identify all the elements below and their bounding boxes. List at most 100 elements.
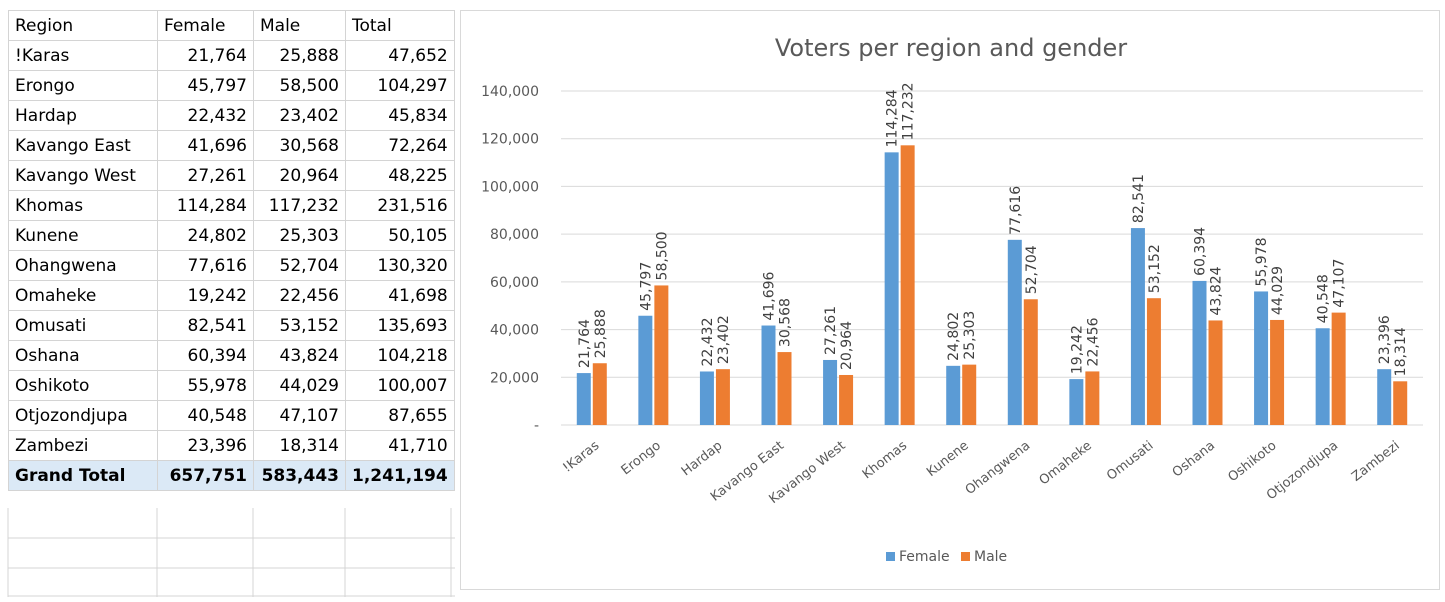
bar-female — [1069, 379, 1084, 425]
cell-female[interactable]: 40,548 — [157, 400, 254, 431]
cell-female[interactable]: 22,432 — [157, 100, 254, 131]
cell-female[interactable]: 21,764 — [157, 40, 254, 71]
table-row: Ohangwena 77,616 52,704 130,320 — [8, 250, 455, 281]
table-row: Oshana 60,394 43,824 104,218 — [8, 340, 455, 371]
cell-male[interactable]: 43,824 — [253, 340, 346, 371]
cell-female[interactable]: 82,541 — [157, 310, 254, 341]
data-label-female: 22,432 — [700, 317, 716, 366]
cell-male[interactable]: 47,107 — [253, 400, 346, 431]
bar-female — [884, 152, 899, 426]
y-tick-label: 40,000 — [490, 323, 539, 339]
cell-total[interactable]: 72,264 — [345, 130, 455, 161]
x-tick-label: Omaheke — [1037, 438, 1095, 488]
cell-female[interactable]: 60,394 — [157, 340, 254, 371]
cell-total[interactable]: 45,834 — [345, 100, 455, 131]
cell-total[interactable]: 48,225 — [345, 160, 455, 191]
cell-male[interactable]: 25,303 — [253, 220, 346, 251]
cell-region[interactable]: Kunene — [8, 220, 158, 251]
cell-male[interactable]: 23,402 — [253, 100, 346, 131]
bar-female — [946, 365, 961, 425]
cell-region[interactable]: Hardap — [8, 100, 158, 131]
header-total[interactable]: Total — [345, 10, 455, 41]
data-table: Region Female Male Total !Karas 21,764 25,… — [8, 10, 455, 491]
cell-region[interactable]: Omaheke — [8, 280, 158, 311]
cell-region[interactable]: Otjozondjupa — [8, 400, 158, 431]
cell-female[interactable]: 27,261 — [157, 160, 254, 191]
bar-female — [1192, 280, 1207, 425]
cell-male[interactable]: 22,456 — [253, 280, 346, 311]
grand-total-female[interactable]: 657,751 — [157, 460, 254, 491]
bar-female — [1254, 291, 1269, 425]
cell-total[interactable]: 50,105 — [345, 220, 455, 251]
cell-total[interactable]: 135,693 — [345, 310, 455, 341]
grand-total-label[interactable]: Grand Total — [8, 460, 158, 491]
x-tick-label: Omusati — [1104, 438, 1156, 483]
cell-male[interactable]: 18,314 — [253, 430, 346, 461]
bar-female — [638, 315, 653, 425]
cell-total[interactable]: 104,218 — [345, 340, 455, 371]
x-tick-label: !Karas — [560, 438, 602, 476]
cell-male[interactable]: 25,888 — [253, 40, 346, 71]
y-tick-label: 120,000 — [481, 132, 539, 148]
bar-female — [761, 325, 776, 425]
table-row: Otjozondjupa 40,548 47,107 87,655 — [8, 400, 455, 431]
cell-total[interactable]: 231,516 — [345, 190, 455, 221]
cell-region[interactable]: Ohangwena — [8, 250, 158, 281]
cell-male[interactable]: 58,500 — [253, 70, 346, 101]
grand-total-row: Grand Total 657,751 583,443 1,241,194 — [8, 460, 455, 491]
cell-male[interactable]: 20,964 — [253, 160, 346, 191]
header-region[interactable]: Region — [8, 10, 158, 41]
data-label-female: 114,284 — [885, 89, 901, 147]
cell-total[interactable]: 41,710 — [345, 430, 455, 461]
data-label-female: 55,978 — [1254, 237, 1270, 286]
data-label-male: 22,456 — [1085, 317, 1101, 366]
data-label-male: 47,107 — [1332, 259, 1348, 308]
cell-region[interactable]: Zambezi — [8, 430, 158, 461]
table-row: Omusati 82,541 53,152 135,693 — [8, 310, 455, 341]
cell-region[interactable]: Oshikoto — [8, 370, 158, 401]
cell-female[interactable]: 55,978 — [157, 370, 254, 401]
data-label-male: 23,402 — [716, 315, 732, 364]
chart-area[interactable]: Voters per region and gender - 20,000 40,00… — [460, 10, 1440, 590]
cell-female[interactable]: 41,696 — [157, 130, 254, 161]
cell-region[interactable]: Khomas — [8, 190, 158, 221]
bar-female — [699, 371, 714, 425]
bar-male — [1208, 320, 1223, 425]
grand-total-total[interactable]: 1,241,194 — [345, 460, 455, 491]
cell-total[interactable]: 104,297 — [345, 70, 455, 101]
cell-total[interactable]: 41,698 — [345, 280, 455, 311]
cell-female[interactable]: 45,797 — [157, 70, 254, 101]
cell-region[interactable]: !Karas — [8, 40, 158, 71]
table-row: Hardap 22,432 23,402 45,834 — [8, 100, 455, 131]
cell-region[interactable]: Kavango East — [8, 130, 158, 161]
cell-male[interactable]: 44,029 — [253, 370, 346, 401]
data-label-female: 23,396 — [1377, 315, 1393, 364]
data-label-female: 19,242 — [1069, 325, 1085, 374]
cell-region[interactable]: Erongo — [8, 70, 158, 101]
cell-total[interactable]: 130,320 — [345, 250, 455, 281]
cell-total[interactable]: 47,652 — [345, 40, 455, 71]
cell-female[interactable]: 77,616 — [157, 250, 254, 281]
header-female[interactable]: Female — [157, 10, 254, 41]
cell-female[interactable]: 23,396 — [157, 430, 254, 461]
cell-male[interactable]: 53,152 — [253, 310, 346, 341]
bar-male — [1270, 319, 1285, 425]
cell-male[interactable]: 52,704 — [253, 250, 346, 281]
cell-region[interactable]: Oshana — [8, 340, 158, 371]
x-tick-label: Erongo — [619, 438, 664, 478]
grand-total-male[interactable]: 583,443 — [253, 460, 346, 491]
legend-label-male: Male — [974, 549, 1007, 565]
cell-total[interactable]: 87,655 — [345, 400, 455, 431]
cell-female[interactable]: 24,802 — [157, 220, 254, 251]
y-tick-label: 20,000 — [490, 370, 539, 386]
cell-female[interactable]: 19,242 — [157, 280, 254, 311]
cell-region[interactable]: Omusati — [8, 310, 158, 341]
cell-male[interactable]: 117,232 — [253, 190, 346, 221]
cell-male[interactable]: 30,568 — [253, 130, 346, 161]
data-label-female: 60,394 — [1193, 227, 1209, 276]
bar-female — [823, 359, 838, 425]
cell-total[interactable]: 100,007 — [345, 370, 455, 401]
cell-female[interactable]: 114,284 — [157, 190, 254, 221]
cell-region[interactable]: Kavango West — [8, 160, 158, 191]
header-male[interactable]: Male — [253, 10, 346, 41]
